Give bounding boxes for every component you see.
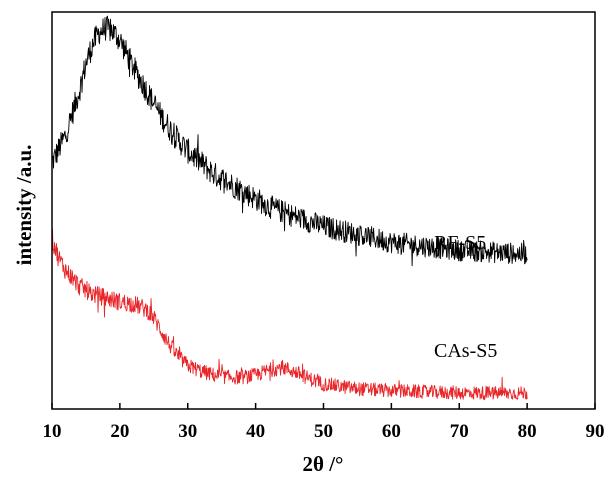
series-line-rf-s5 [51,15,528,267]
x-tick-label-60: 60 [382,421,401,442]
series-label-rf-s5: RF-S5 [434,232,486,254]
plot-frame [51,11,596,410]
x-tick-label-90: 90 [586,421,605,442]
x-tick-label-40: 40 [246,421,265,442]
plot-area [51,15,528,401]
x-tick-label-80: 80 [518,421,537,442]
x-tick-label-10: 10 [43,421,62,442]
series-line-cas-s5 [51,229,528,401]
x-tick-label-30: 30 [178,421,197,442]
x-tick-label-20: 20 [110,421,129,442]
x-axis: 10 20 30 40 50 60 70 80 90 [43,403,605,442]
x-tick-label-70: 70 [450,421,469,442]
series-label-cas-s5: CAs-S5 [434,340,497,362]
x-tick-label-50: 50 [314,421,333,442]
y-axis-title: intensity /a.u. [12,145,36,266]
x-axis-title: 2θ /° [303,452,344,476]
